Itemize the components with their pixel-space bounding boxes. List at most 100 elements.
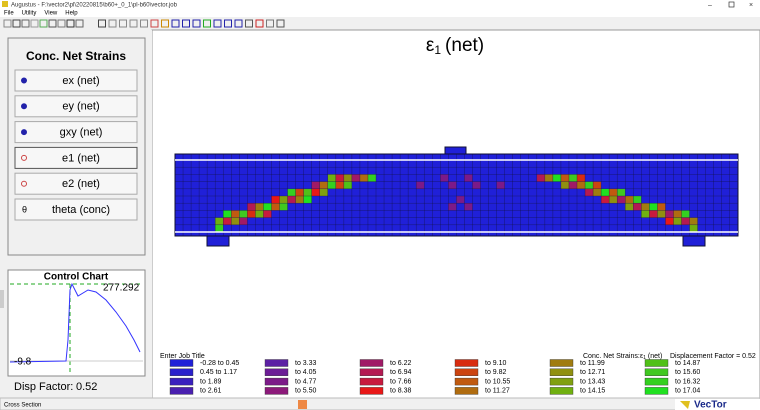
tool-button[interactable] bbox=[3, 19, 12, 28]
maximize[interactable] bbox=[728, 1, 735, 8]
legend-swatch bbox=[454, 359, 479, 367]
min-label: -9.8 bbox=[14, 357, 32, 368]
menu-item[interactable]: View bbox=[44, 11, 58, 17]
tray-icon[interactable] bbox=[298, 400, 307, 409]
displacement: Displacement Factor = 0.52 bbox=[670, 353, 756, 360]
quantity: ε1 (net) bbox=[640, 353, 662, 361]
legend-label: to 6.22 bbox=[390, 360, 412, 367]
tool-button[interactable] bbox=[161, 19, 169, 28]
strain-button[interactable] bbox=[14, 121, 138, 144]
tool-button[interactable] bbox=[182, 19, 190, 28]
crack-cell bbox=[319, 188, 328, 196]
crack-cell bbox=[633, 203, 642, 211]
crack-cell bbox=[279, 196, 288, 204]
crack-cell bbox=[247, 210, 256, 218]
tool-button[interactable] bbox=[66, 19, 75, 28]
legend-label: to 8.38 bbox=[390, 388, 412, 395]
strain-cell bbox=[496, 181, 505, 189]
legend-swatch bbox=[644, 368, 669, 376]
legend-label: 0.45 to 1.17 bbox=[200, 369, 237, 376]
legend-label: to 11.27 bbox=[485, 388, 510, 395]
tool-button[interactable] bbox=[245, 19, 253, 28]
tool-button[interactable] bbox=[203, 19, 211, 28]
legend-label: to 16.32 bbox=[675, 378, 700, 385]
legend-swatch bbox=[359, 377, 384, 386]
crack-cell bbox=[367, 174, 376, 182]
strain-button[interactable] bbox=[14, 172, 138, 195]
crack-cell bbox=[689, 224, 698, 232]
minimize[interactable]: – bbox=[708, 2, 712, 9]
strain-button[interactable] bbox=[14, 146, 138, 169]
strain-button[interactable] bbox=[14, 198, 138, 221]
panel-title: Conc. Net Strains bbox=[26, 49, 126, 63]
tool-button[interactable] bbox=[119, 19, 127, 28]
control-chart-box bbox=[7, 269, 146, 377]
close[interactable]: × bbox=[749, 2, 753, 9]
legend-label: to 7.66 bbox=[390, 378, 412, 385]
scroll[interactable] bbox=[0, 290, 4, 308]
legend-label: to 17.04 bbox=[675, 388, 700, 395]
crack-cell bbox=[327, 174, 336, 182]
tool-button[interactable] bbox=[129, 19, 138, 28]
tool-button[interactable] bbox=[39, 19, 48, 28]
crack-cell bbox=[649, 210, 658, 218]
crack-cell bbox=[601, 188, 610, 196]
tool-button[interactable] bbox=[255, 19, 264, 28]
tool-button[interactable] bbox=[140, 19, 148, 28]
tool-button[interactable] bbox=[150, 19, 159, 28]
legend-swatch bbox=[549, 387, 574, 395]
strain-button[interactable] bbox=[14, 69, 138, 92]
legend-label: to 15.60 bbox=[675, 369, 700, 376]
title-subscript: 1 bbox=[434, 43, 441, 57]
legend-label: to 14.15 bbox=[580, 388, 605, 395]
crack-cell bbox=[223, 210, 232, 218]
menu-item[interactable]: Utility bbox=[22, 11, 37, 17]
strain-cell bbox=[464, 203, 473, 211]
legend-swatch bbox=[644, 387, 669, 395]
button-icon bbox=[21, 103, 27, 110]
crack-cell bbox=[593, 188, 602, 196]
crack-cell bbox=[689, 217, 698, 225]
tool-button[interactable] bbox=[266, 19, 274, 28]
pad-left bbox=[206, 235, 230, 247]
tool-button[interactable] bbox=[213, 19, 222, 28]
tool-button[interactable] bbox=[30, 19, 39, 28]
legend-swatch bbox=[359, 387, 384, 395]
tool-button[interactable] bbox=[224, 19, 232, 28]
tool-button[interactable] bbox=[21, 19, 30, 28]
q-sub: 1 bbox=[643, 355, 646, 361]
button-label: e1 (net) bbox=[62, 152, 100, 164]
button-label: gxy (net) bbox=[60, 127, 103, 139]
tool-button[interactable] bbox=[171, 19, 180, 28]
legend-label: to 4.05 bbox=[295, 369, 317, 376]
strain-cell bbox=[456, 196, 465, 204]
crack-cell bbox=[295, 188, 304, 196]
crack-cell bbox=[560, 181, 569, 189]
tool-button[interactable] bbox=[192, 19, 201, 28]
legend-label: to 6.94 bbox=[390, 369, 412, 376]
crack-cell bbox=[601, 196, 610, 204]
crack-cell bbox=[560, 174, 569, 182]
app-icon bbox=[2, 1, 8, 7]
crack-cell bbox=[625, 196, 634, 204]
tool-button[interactable] bbox=[234, 19, 243, 28]
menu-item[interactable]: Help bbox=[65, 11, 78, 17]
tool-button[interactable] bbox=[75, 19, 84, 28]
tool-button[interactable] bbox=[276, 19, 285, 28]
tool-button[interactable] bbox=[12, 19, 21, 28]
max-label: 277.292 bbox=[103, 283, 140, 294]
legend-swatch bbox=[549, 368, 574, 376]
tool-button[interactable] bbox=[108, 19, 117, 28]
tool-button[interactable] bbox=[48, 19, 57, 28]
toolbar bbox=[0, 17, 760, 30]
strain-button[interactable] bbox=[14, 95, 138, 118]
button-icon bbox=[21, 180, 27, 187]
button-icon bbox=[21, 129, 27, 136]
crack-cell bbox=[641, 210, 650, 218]
tool-button[interactable] bbox=[98, 19, 106, 28]
tool-button[interactable] bbox=[57, 19, 66, 28]
legend-swatch bbox=[644, 377, 669, 386]
menu-item[interactable]: File bbox=[4, 11, 14, 17]
legend-swatch bbox=[169, 377, 194, 386]
